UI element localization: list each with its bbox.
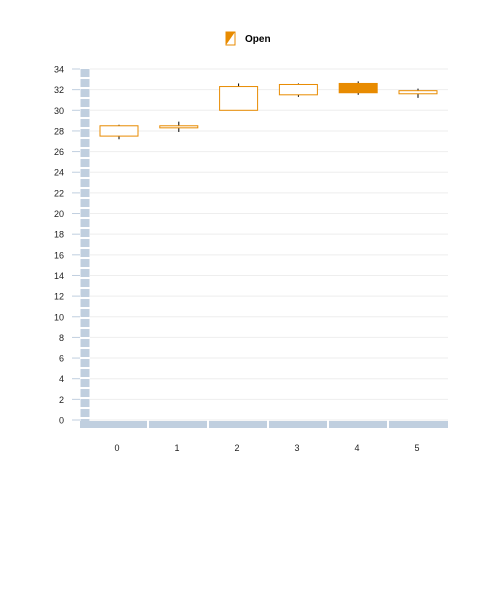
candle-body [398,90,438,95]
y-tick-label: 0 [59,416,64,426]
y-tick-label: 26 [54,147,64,157]
candle[interactable] [219,83,259,111]
legend-swatch-fill [226,32,235,45]
candle[interactable] [278,83,318,97]
y-tick-label: 30 [54,106,64,116]
candle[interactable] [99,124,139,140]
legend-swatch-icon [225,31,236,46]
candle[interactable] [338,81,378,95]
y-tick-label: 24 [54,168,64,178]
legend-label: Open [245,34,271,45]
grid-lines [90,68,448,421]
y-tick-label: 34 [54,65,64,75]
candle[interactable] [398,88,438,98]
candle[interactable] [159,121,199,132]
y-tick-label: 32 [54,85,64,95]
candle-body [99,125,139,137]
y-tick-label: 8 [59,333,64,343]
x-tick-label: 4 [354,443,359,453]
y-tick-label: 14 [54,271,64,281]
candle-body [219,86,259,111]
y-tick-label: 10 [54,312,64,322]
x-tick-label: 0 [114,443,119,453]
legend[interactable]: Open [225,31,271,46]
y-tick-label: 2 [59,395,64,405]
candle-body [278,83,318,96]
x-tick-label: 5 [414,443,419,453]
candles [99,81,438,140]
x-tick-label: 2 [234,443,239,453]
y-tick-label: 28 [54,126,64,136]
x-axis: 0 1 2 3 4 5 [80,420,448,453]
y-tick-label: 20 [54,209,64,219]
y-tick-label: 16 [54,250,64,260]
y-tick-label: 22 [54,188,64,198]
y-tick-label: 12 [54,292,64,302]
y-tick-label: 6 [59,354,64,364]
y-tick-label: 4 [59,374,64,384]
candle-body [338,82,378,94]
y-tick-label: 18 [54,230,64,240]
candle-body [159,125,199,129]
x-tick-label: 1 [174,443,179,453]
x-tick-label: 3 [294,443,299,453]
